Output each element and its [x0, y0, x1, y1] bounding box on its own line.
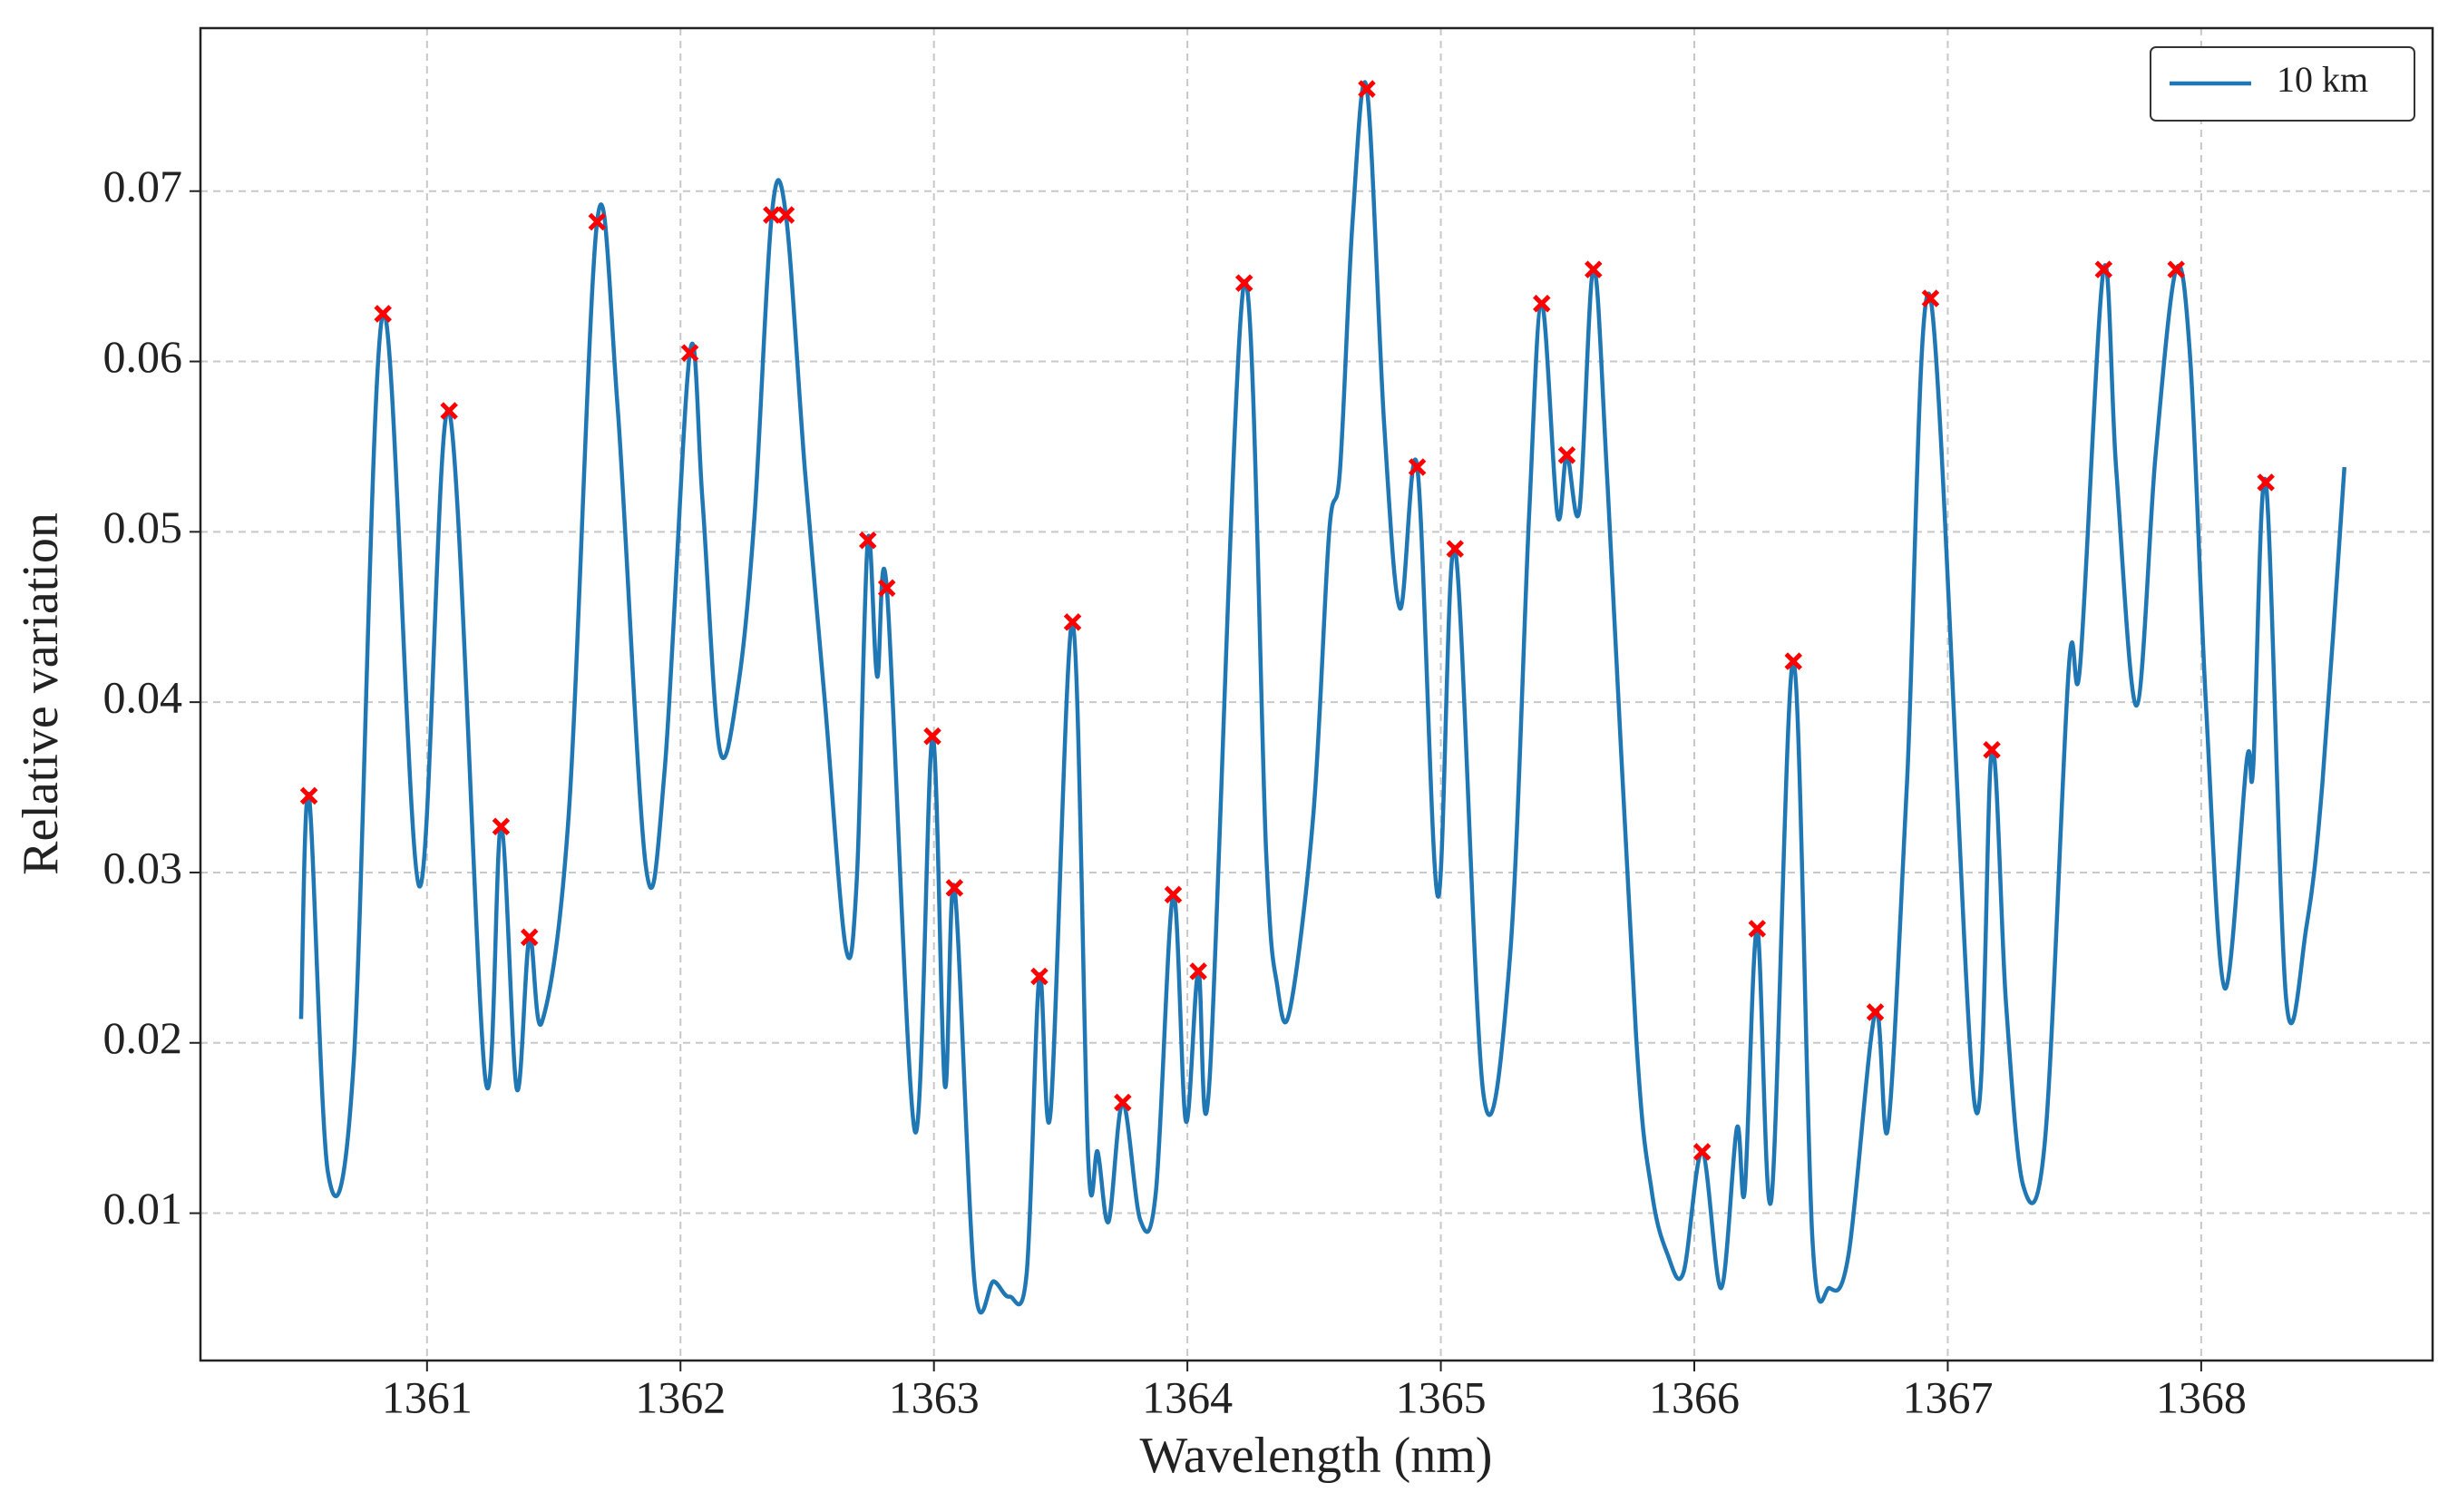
legend-box — [2150, 46, 2415, 122]
x-tick-label: 1364 — [1142, 1371, 1233, 1422]
peak-marker — [1408, 458, 1427, 476]
peak-marker — [2257, 473, 2275, 492]
peak-marker — [1983, 740, 2001, 759]
x-tick-label: 1367 — [1902, 1371, 1993, 1422]
peak-marker — [1063, 613, 1082, 631]
y-tick-label: 0.01 — [103, 1183, 183, 1234]
peak-marker — [588, 212, 607, 231]
y-tick-label: 0.02 — [103, 1012, 183, 1063]
peak-marker — [923, 727, 941, 746]
y-tick-label: 0.05 — [103, 502, 183, 552]
peak-marker — [1189, 962, 1207, 980]
plot-frame — [199, 26, 2434, 1362]
x-axis-label: Wavelength (nm) — [1140, 1428, 1493, 1484]
peak-marker — [877, 579, 896, 598]
peak-marker — [1692, 1143, 1712, 1161]
peak-marker — [520, 928, 539, 947]
peak-marker — [1114, 1093, 1132, 1112]
peak-marker — [858, 531, 877, 550]
peak-marker — [1234, 274, 1253, 292]
legend-label: 10 km — [2277, 59, 2368, 100]
peak-marker — [1557, 446, 1576, 464]
x-tick-label: 1363 — [889, 1371, 980, 1422]
peak-marker — [1866, 1003, 1885, 1021]
peak-marker — [1358, 80, 1376, 98]
x-tick-label: 1368 — [2156, 1371, 2247, 1422]
x-tick-label: 1365 — [1396, 1371, 1487, 1422]
peak-marker — [1748, 920, 1767, 938]
peak-marker — [374, 305, 392, 323]
legend: 10 km — [2150, 46, 2415, 122]
y-tick-label: 0.03 — [103, 842, 183, 893]
peak-marker — [763, 206, 781, 224]
peak-marker — [1585, 260, 1603, 278]
peak-marker — [1784, 652, 1803, 670]
x-tick-label: 1366 — [1649, 1371, 1740, 1422]
peak-marker — [2167, 260, 2185, 278]
peak-marker — [1533, 294, 1551, 313]
y-tick-label: 0.06 — [103, 331, 183, 382]
x-tick-label: 1362 — [635, 1371, 726, 1422]
peak-marker — [299, 786, 318, 805]
peak-marker — [680, 344, 699, 362]
peak-marker — [776, 206, 795, 224]
peak-marker — [492, 817, 511, 836]
peak-marker — [1030, 967, 1049, 986]
x-tick-label: 1361 — [382, 1371, 473, 1422]
y-tick-label: 0.07 — [103, 161, 183, 211]
y-axis-label: Relative variation — [13, 512, 69, 875]
peak-marker — [440, 402, 458, 420]
line-series — [298, 80, 2347, 1315]
peak-marker — [1921, 289, 1940, 307]
peak-marker — [1164, 885, 1183, 904]
peak-marker — [1446, 540, 1464, 558]
peak-marker — [2094, 260, 2113, 278]
y-tick-label: 0.04 — [103, 672, 183, 723]
peak-marker — [945, 879, 964, 897]
